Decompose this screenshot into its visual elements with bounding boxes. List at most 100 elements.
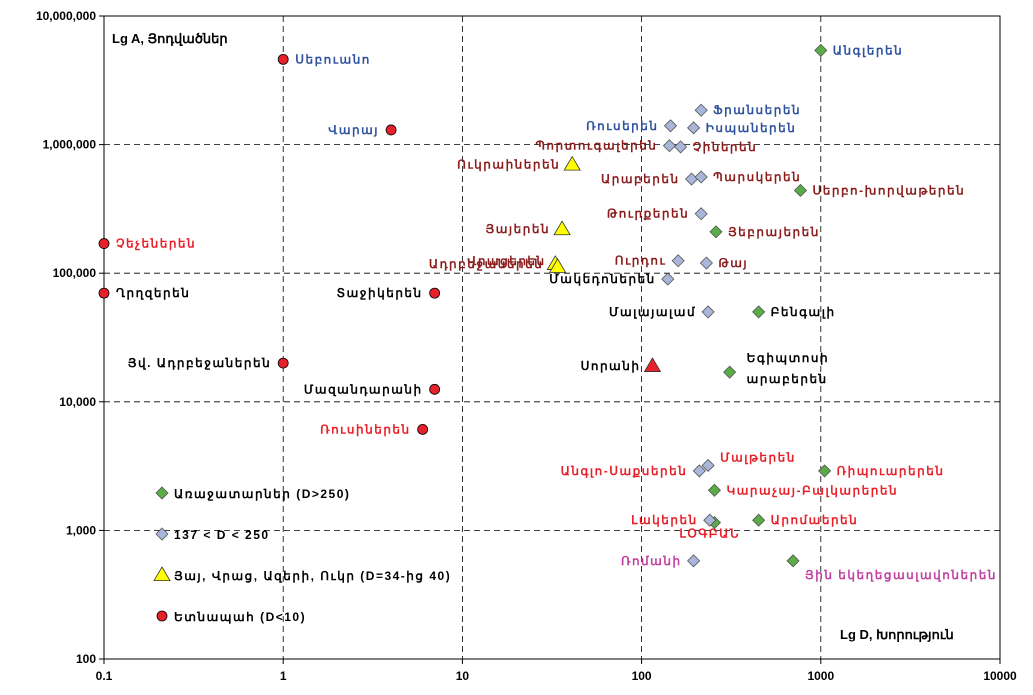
point-label: Թուրքերեն bbox=[607, 207, 689, 221]
point-label: Սորանի bbox=[581, 359, 641, 373]
data-point bbox=[723, 365, 737, 379]
data-point bbox=[548, 258, 567, 273]
point-label: Ղրղզերեն bbox=[116, 286, 190, 300]
data-point bbox=[417, 424, 429, 435]
legend-label: Յայ, Վրաց, Ազերի, Ուկր (D=34-ից 40) bbox=[174, 569, 451, 584]
point-label: Լակերեն bbox=[631, 513, 698, 527]
point-label: Մալայալամ bbox=[609, 305, 696, 319]
x-tick-label: 1000 bbox=[807, 669, 834, 683]
data-point bbox=[694, 170, 708, 184]
point-label: Վարայ bbox=[328, 123, 379, 137]
point-label: Արաբերեն bbox=[601, 172, 680, 186]
point-label: Սերբո-խորվաթերեն bbox=[812, 183, 965, 197]
point-label: Մազանդարանի bbox=[304, 382, 423, 396]
data-point bbox=[661, 272, 675, 286]
point-label: Անգլո-Սաքսերեն bbox=[561, 464, 688, 478]
legend-marker bbox=[155, 527, 169, 541]
data-point bbox=[674, 140, 688, 154]
data-point bbox=[694, 103, 708, 117]
data-point bbox=[277, 53, 289, 65]
data-point bbox=[663, 119, 678, 133]
data-point bbox=[709, 225, 723, 239]
point-label: Ռիպուարերեն bbox=[837, 464, 945, 478]
point-label: Յայերեն bbox=[485, 222, 550, 236]
point-label: Մալթերեն bbox=[720, 450, 796, 464]
x-tick-label: 0.1 bbox=[96, 669, 113, 683]
data-point bbox=[707, 483, 722, 497]
point-label: Տաջիկերեն bbox=[337, 286, 423, 300]
data-point bbox=[553, 220, 571, 236]
legend: Առաջատարներ (D>250) 137 < D < 250 Յայ, Վրա… bbox=[153, 486, 451, 624]
point-label: Ռուսիներեն bbox=[320, 422, 411, 436]
data-point bbox=[701, 305, 715, 319]
point-label: Սեբուանո bbox=[295, 52, 371, 66]
annotation-label: ԼՕԳԲԱՆ bbox=[679, 526, 740, 540]
point-label: Չեչեներեն bbox=[116, 237, 196, 251]
y-axis-label: Lg A, Յոդվածներ bbox=[112, 31, 228, 46]
point-label: Ուրդու bbox=[615, 254, 666, 268]
point-label: Բենգալի bbox=[771, 305, 836, 319]
data-point bbox=[643, 357, 662, 372]
point-label: Թայ bbox=[718, 256, 748, 270]
data-point bbox=[793, 183, 808, 198]
data-point bbox=[671, 254, 685, 268]
x-axis-label: Lg D, Խորություն bbox=[840, 627, 954, 642]
data-points bbox=[98, 43, 832, 568]
data-point bbox=[752, 305, 766, 319]
point-label: Ռուսերեն bbox=[586, 119, 658, 133]
y-tick-label: 100,000 bbox=[53, 266, 97, 280]
data-point bbox=[818, 464, 832, 478]
legend-marker bbox=[156, 610, 168, 622]
grid-lines bbox=[103, 15, 1001, 660]
data-point bbox=[687, 554, 701, 568]
point-label: Յին եկեղեցասլավոներեն bbox=[805, 568, 997, 583]
data-point bbox=[662, 139, 677, 153]
data-point bbox=[814, 43, 828, 57]
data-point bbox=[786, 554, 800, 568]
data-point bbox=[694, 207, 708, 221]
x-tick-label: 1 bbox=[280, 669, 287, 683]
legend-marker bbox=[155, 486, 169, 500]
point-label: Պարսկերեն bbox=[713, 170, 801, 184]
point-label: Ադրբեջաներեն bbox=[429, 257, 543, 271]
legend-label: 137 < D < 250 bbox=[174, 528, 270, 542]
point-label: Ֆրանսերեն bbox=[713, 103, 801, 117]
data-point bbox=[277, 357, 289, 369]
y-tick-label: 10,000,000 bbox=[36, 9, 96, 23]
y-tick-label: 1,000 bbox=[66, 523, 96, 537]
point-label: արաբերեն bbox=[747, 372, 828, 386]
point-label: Անգլերեն bbox=[833, 43, 903, 57]
axis-ticks: 0.1 1 10 100 1000 10000 100 1,000 10,000 100,000 1… bbox=[36, 9, 1017, 683]
y-tick-label: 10,000 bbox=[59, 395, 96, 409]
point-label: Յվ. Ադրբեջաներեն bbox=[128, 356, 271, 370]
y-tick-label: 100 bbox=[76, 652, 96, 666]
legend-label: Առաջատարներ (D>250) bbox=[174, 487, 350, 501]
point-label: Մակեդոներեն bbox=[549, 272, 656, 286]
point-label: Արոմաերեն bbox=[771, 513, 859, 527]
point-label: Եգիպտոսի bbox=[747, 351, 829, 365]
data-point bbox=[701, 458, 715, 473]
plot-area-frame bbox=[103, 15, 1001, 660]
point-label: Վրացերեն bbox=[467, 254, 545, 269]
point-labels: Անգլերեն Սերբո-խորվաթերեն Յեբրայերեն Բենգալ… bbox=[116, 43, 997, 583]
legend-marker bbox=[153, 566, 171, 581]
legend-label: Ետնապահ (D<10) bbox=[174, 610, 306, 624]
data-point bbox=[687, 121, 701, 135]
y-tick-label: 1,000,000 bbox=[43, 138, 97, 152]
data-point bbox=[752, 513, 766, 527]
point-label: Չիներեն bbox=[693, 140, 758, 154]
data-point bbox=[692, 464, 706, 478]
x-tick-label: 10000 bbox=[983, 669, 1017, 683]
data-point bbox=[429, 287, 441, 299]
data-point bbox=[429, 383, 441, 395]
data-point bbox=[385, 124, 397, 136]
x-tick-label: 100 bbox=[632, 669, 652, 683]
point-label: Պորտուգալերեն bbox=[535, 139, 657, 153]
data-point bbox=[98, 287, 110, 299]
x-tick-label: 10 bbox=[456, 669, 470, 683]
data-point bbox=[563, 155, 581, 171]
data-point bbox=[699, 256, 713, 270]
point-label: Յեբրայերեն bbox=[728, 225, 820, 239]
